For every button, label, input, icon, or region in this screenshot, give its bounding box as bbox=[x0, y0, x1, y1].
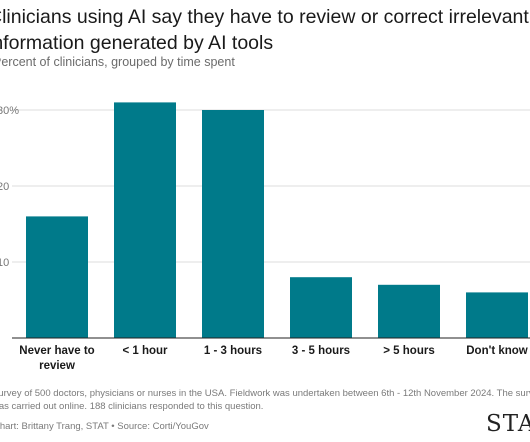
bar-3 bbox=[202, 110, 264, 338]
chart-credit: Chart: Brittany Trang, STAT • Source: Co… bbox=[0, 421, 209, 432]
x-tick-label: > 5 hours bbox=[383, 345, 434, 357]
x-tick-label: < 1 hour bbox=[122, 345, 168, 357]
footnote: Survey of 500 doctors, physicians or nur… bbox=[0, 388, 530, 412]
stat-logo: STAT bbox=[486, 411, 530, 437]
x-tick-label: Never have to bbox=[19, 345, 94, 357]
x-axis-labels: Never have to review < 1 hour 1 - 3 hours 3 … bbox=[19, 345, 528, 372]
bars bbox=[26, 102, 528, 339]
y-tick-label: 10 bbox=[0, 257, 9, 269]
bar-1 bbox=[26, 216, 88, 338]
bar-6 bbox=[466, 292, 528, 338]
x-tick-label: review bbox=[39, 360, 75, 372]
bar-5 bbox=[378, 284, 440, 338]
y-axis-ticks: 10 20 30% bbox=[0, 105, 19, 269]
x-tick-label: 1 - 3 hours bbox=[204, 345, 262, 357]
bar-2 bbox=[114, 102, 176, 339]
grid-lines bbox=[12, 109, 530, 263]
chart-title: Clinicians using AI say they have to rev… bbox=[0, 6, 529, 54]
bar-chart: 10 20 30% Never have to review < 1 hour 1 - 3… bbox=[0, 102, 530, 372]
chart-subtitle: Percent of clinicians, grouped by time s… bbox=[0, 55, 235, 69]
x-tick-label: 3 - 5 hours bbox=[292, 345, 350, 357]
y-tick-label: 30% bbox=[0, 105, 19, 117]
x-tick-label: Don't know bbox=[466, 345, 528, 357]
y-tick-label: 20 bbox=[0, 181, 9, 193]
bar-4 bbox=[290, 277, 352, 338]
